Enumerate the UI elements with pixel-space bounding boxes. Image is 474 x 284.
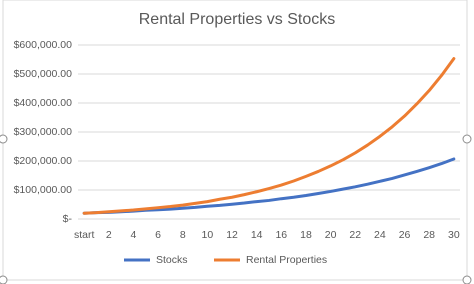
y-tick-label: $- xyxy=(63,213,73,225)
x-tick-label: 8 xyxy=(180,229,186,241)
chart-title: Rental Properties vs Stocks xyxy=(139,11,336,28)
x-tick-label: 2 xyxy=(106,229,112,241)
y-tick-label: $300,000.00 xyxy=(14,126,73,138)
x-tick-label: 20 xyxy=(325,229,337,241)
x-tick-label: 30 xyxy=(448,229,460,241)
x-tick-label: 26 xyxy=(399,229,411,241)
legend-label: Stocks xyxy=(156,254,188,266)
x-tick-label: 6 xyxy=(155,229,161,241)
x-tick-label: 24 xyxy=(374,229,386,241)
x-tick-label: 16 xyxy=(275,229,287,241)
x-tick-label: 10 xyxy=(202,229,214,241)
x-tick-label: 12 xyxy=(226,229,238,241)
x-tick-label: 28 xyxy=(423,229,435,241)
chart-border xyxy=(2,0,468,281)
x-tick-label: 22 xyxy=(349,229,361,241)
y-tick-label: $100,000.00 xyxy=(14,184,73,196)
series-line xyxy=(82,57,456,215)
y-tick-label: $500,000.00 xyxy=(14,68,73,80)
x-tick-label: 4 xyxy=(131,229,137,241)
x-tick-label: 14 xyxy=(251,229,263,241)
y-tick-label: $200,000.00 xyxy=(14,155,73,167)
legend-label: Rental Properties xyxy=(246,254,327,266)
x-tick-label: start xyxy=(74,229,95,241)
x-tick-label: 18 xyxy=(300,229,312,241)
y-tick-label: $600,000.00 xyxy=(14,39,73,51)
y-tick-label: $400,000.00 xyxy=(14,97,73,109)
selection-handles xyxy=(0,134,472,284)
